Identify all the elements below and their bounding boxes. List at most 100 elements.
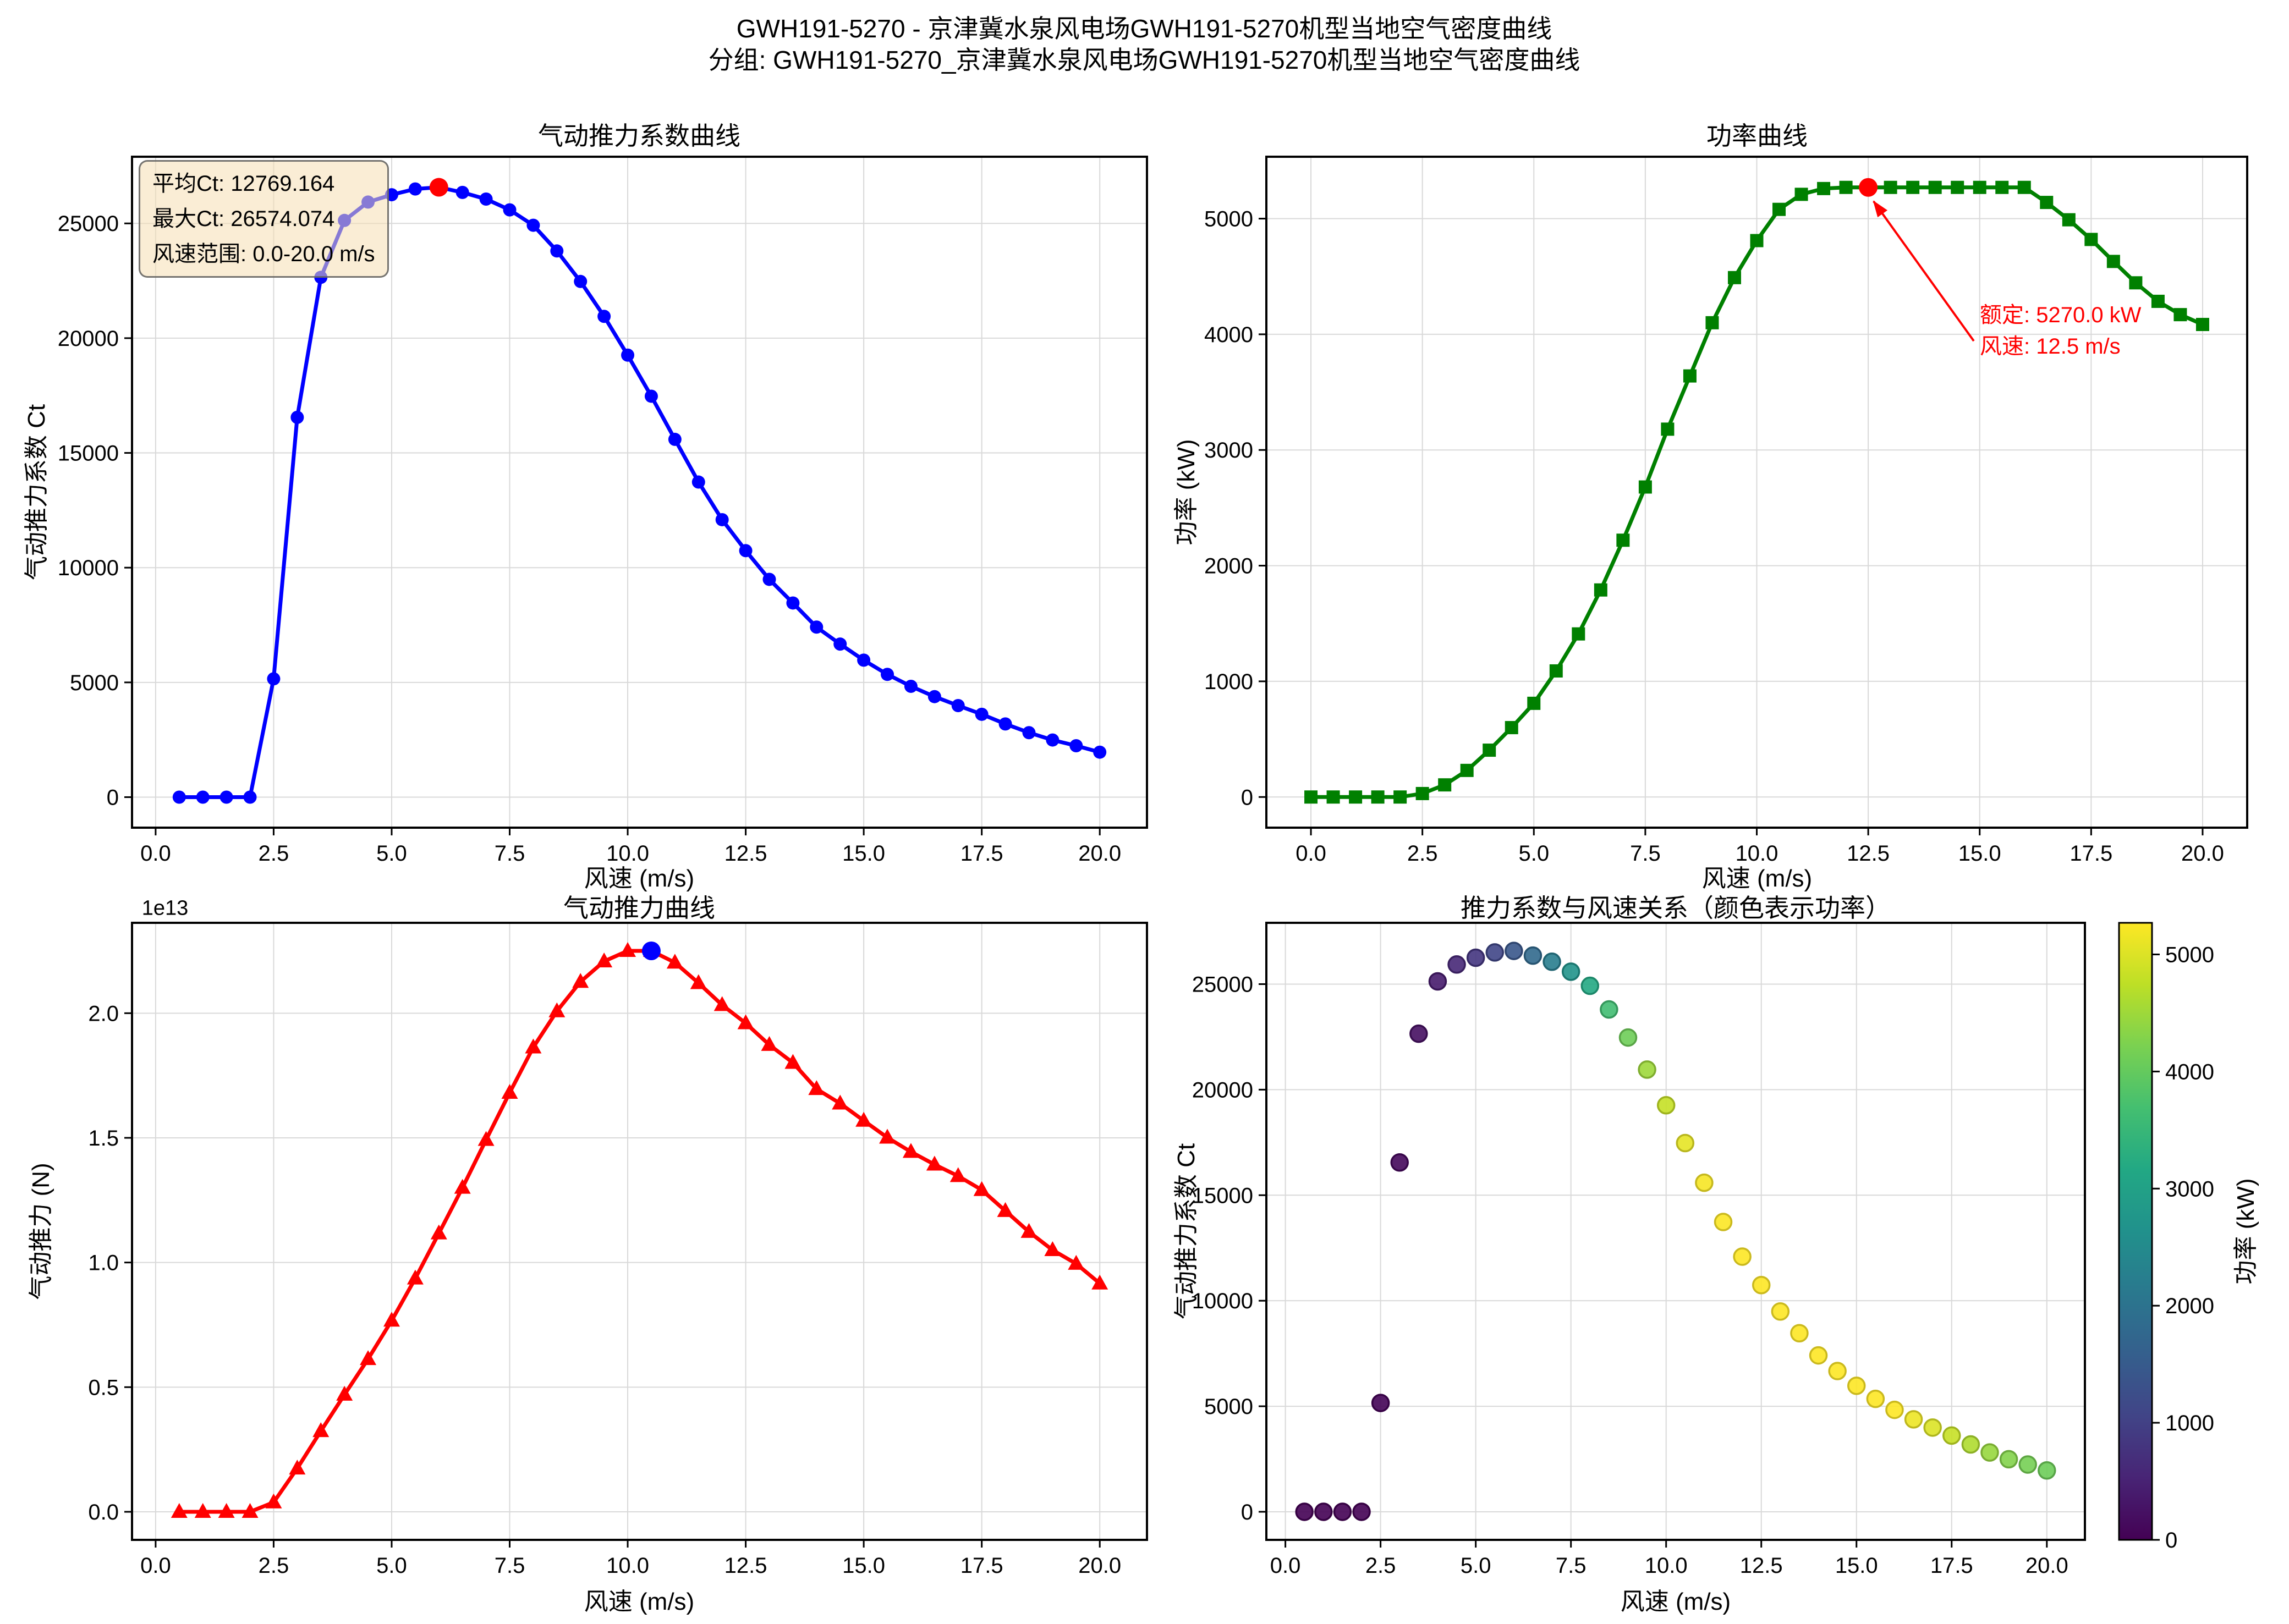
svg-text:1000: 1000 xyxy=(1204,670,1253,694)
series-markers xyxy=(172,180,1107,804)
tick-marks xyxy=(1259,218,2204,835)
tick-labels: 0.0 2.5 5.0 7.5 10.0 12.5 15.0 17.5 20.0 0 1000 200… xyxy=(1204,207,2224,866)
highlight-point xyxy=(429,178,448,197)
svg-text:15000: 15000 xyxy=(58,442,119,466)
svg-text:7.5: 7.5 xyxy=(495,1554,525,1578)
tick-labels: 0.0 2.5 5.0 7.5 10.0 12.5 15.0 17.5 20.0 0 5000 100… xyxy=(58,212,1121,866)
svg-text:2.5: 2.5 xyxy=(259,1554,289,1578)
tick-marks xyxy=(1259,983,2048,1548)
chart3-title: 气动推力曲线 xyxy=(563,894,715,922)
colorbar-ticks xyxy=(2152,953,2160,1541)
grid-lines xyxy=(1266,157,2247,828)
svg-text:12.5: 12.5 xyxy=(1847,841,1890,866)
svg-text:20.0: 20.0 xyxy=(1078,1554,1121,1578)
svg-text:17.5: 17.5 xyxy=(1930,1554,1973,1578)
svg-text:0: 0 xyxy=(2165,1528,2177,1553)
svg-text:25000: 25000 xyxy=(58,212,119,236)
grid-lines xyxy=(1266,923,2085,1540)
svg-text:2.0: 2.0 xyxy=(88,1001,119,1026)
colorbar-label: 功率 (kW) xyxy=(2232,1178,2259,1285)
axes-frame xyxy=(131,922,1148,1541)
chart3-plot: 0.0 2.5 5.0 7.5 10.0 12.5 15.0 17.5 20.0 0.0 0.5 1.… xyxy=(88,922,1148,1578)
svg-text:5.0: 5.0 xyxy=(1518,841,1549,866)
svg-text:10.0: 10.0 xyxy=(1645,1554,1688,1578)
svg-text:1.5: 1.5 xyxy=(88,1126,119,1150)
svg-text:15.0: 15.0 xyxy=(1835,1554,1878,1578)
svg-text:5.0: 5.0 xyxy=(376,841,407,866)
chart4-title: 推力系数与风速关系（颜色表示功率） xyxy=(1461,894,1891,922)
tick-marks xyxy=(124,222,1101,835)
svg-text:20.0: 20.0 xyxy=(2181,841,2224,866)
rated-power-annotation: 额定: 5270.0 kW 风速: 12.5 m/s xyxy=(1980,300,2141,362)
svg-text:5.0: 5.0 xyxy=(1461,1554,1491,1578)
svg-text:20000: 20000 xyxy=(1192,1078,1253,1102)
svg-text:10.0: 10.0 xyxy=(1736,841,1778,866)
chart2-ylabel: 功率 (kW) xyxy=(1173,439,1200,546)
svg-text:5.0: 5.0 xyxy=(376,1554,407,1578)
axes-frame xyxy=(131,156,1148,829)
axes-frame xyxy=(1265,922,2086,1541)
svg-text:4000: 4000 xyxy=(2165,1060,2214,1084)
svg-text:5000: 5000 xyxy=(1204,1395,1253,1419)
svg-text:0: 0 xyxy=(1241,1500,1253,1524)
svg-text:2.5: 2.5 xyxy=(259,841,289,866)
svg-text:0.0: 0.0 xyxy=(140,841,171,866)
svg-text:5000: 5000 xyxy=(2165,943,2214,967)
svg-text:0: 0 xyxy=(1241,785,1253,810)
svg-text:4000: 4000 xyxy=(1204,323,1253,347)
colorbar-tick-labels: 0 1000 2000 3000 4000 5000 xyxy=(2165,943,2214,1553)
svg-text:0.0: 0.0 xyxy=(140,1554,171,1578)
series-markers xyxy=(171,942,1108,1518)
svg-text:0.5: 0.5 xyxy=(88,1375,119,1400)
svg-text:17.5: 17.5 xyxy=(960,1554,1003,1578)
chart1-ylabel: 气动推力系数 Ct xyxy=(23,404,50,581)
series-line xyxy=(179,949,1101,1514)
svg-text:3000: 3000 xyxy=(2165,1177,2214,1201)
svg-text:17.5: 17.5 xyxy=(2070,841,2112,866)
svg-text:1.0: 1.0 xyxy=(88,1251,119,1275)
annotation-wind-line: 风速: 12.5 m/s xyxy=(1980,334,2121,359)
chart2-xlabel: 风速 (m/s) xyxy=(1701,865,1813,892)
grid-lines xyxy=(132,923,1147,1540)
svg-text:15.0: 15.0 xyxy=(842,1554,885,1578)
svg-text:12.5: 12.5 xyxy=(724,841,767,866)
svg-text:10000: 10000 xyxy=(58,556,119,580)
svg-text:5000: 5000 xyxy=(1204,207,1253,232)
svg-text:12.5: 12.5 xyxy=(724,1554,767,1578)
infobox-wind-range: 风速范围: 0.0-20.0 m/s xyxy=(152,242,375,266)
svg-text:25000: 25000 xyxy=(1192,972,1253,997)
svg-text:15000: 15000 xyxy=(1192,1183,1253,1208)
chart3-scale-offset-label: 1e13 xyxy=(141,896,189,920)
colorbar xyxy=(2118,922,2153,1541)
svg-text:10.0: 10.0 xyxy=(606,841,649,866)
infobox-max-ct: 最大Ct: 26574.074 xyxy=(152,207,335,231)
svg-text:1000: 1000 xyxy=(2165,1411,2214,1435)
svg-text:20.0: 20.0 xyxy=(2025,1554,2068,1578)
scatter-points xyxy=(1295,942,2056,1521)
highlight-point xyxy=(641,942,661,960)
tick-labels: 0.0 2.5 5.0 7.5 10.0 12.5 15.0 17.5 20.0 0.0 0.5 1.… xyxy=(88,1001,1121,1578)
svg-text:3000: 3000 xyxy=(1204,438,1253,463)
highlight-point xyxy=(1859,178,1878,197)
chart3-xlabel: 风速 (m/s) xyxy=(584,1588,695,1615)
svg-text:20000: 20000 xyxy=(58,327,119,351)
svg-text:20.0: 20.0 xyxy=(1078,841,1121,866)
svg-text:10000: 10000 xyxy=(1192,1289,1253,1313)
svg-text:7.5: 7.5 xyxy=(495,841,525,866)
chart1-title: 气动推力系数曲线 xyxy=(538,122,740,150)
svg-text:0.0: 0.0 xyxy=(1270,1554,1301,1578)
chart4-xlabel: 风速 (m/s) xyxy=(1620,1588,1731,1615)
svg-text:10.0: 10.0 xyxy=(606,1554,649,1578)
chart2-plot: 0.0 2.5 5.0 7.5 10.0 12.5 15.0 17.5 20.0 0 1000 200… xyxy=(1204,156,2248,866)
annotation-rated-line: 额定: 5270.0 kW xyxy=(1980,303,2142,327)
grid-lines xyxy=(132,157,1147,828)
svg-text:0: 0 xyxy=(107,785,119,810)
chart1-plot: 0.0 2.5 5.0 7.5 10.0 12.5 15.0 17.5 20.0 0 5000 100… xyxy=(58,156,1148,866)
series-markers xyxy=(1304,180,2209,804)
svg-text:17.5: 17.5 xyxy=(960,841,1003,866)
tick-marks xyxy=(124,1012,1101,1548)
svg-text:2000: 2000 xyxy=(2165,1294,2214,1318)
svg-text:15.0: 15.0 xyxy=(1958,841,2001,866)
chart4-ylabel: 气动推力系数 Ct xyxy=(1173,1143,1200,1320)
chart1-xlabel: 风速 (m/s) xyxy=(584,865,695,892)
